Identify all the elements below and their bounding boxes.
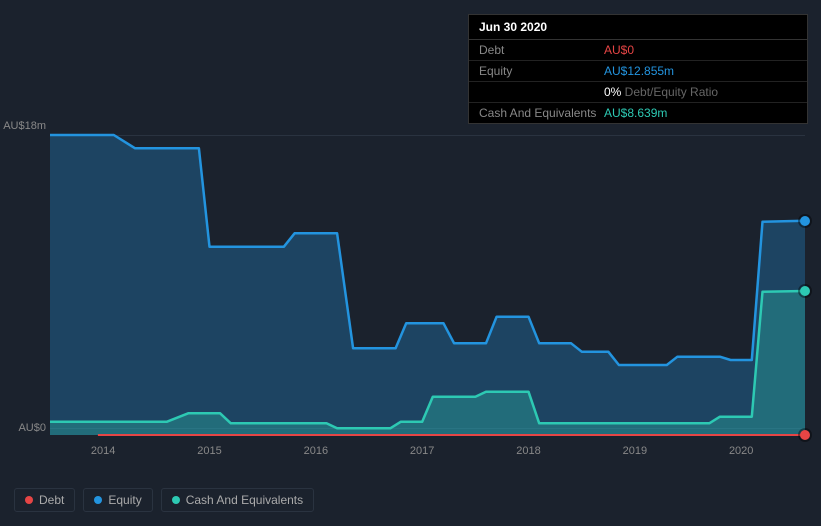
debt-dot-icon [25, 496, 33, 504]
y-tick-min: AU$0 [0, 422, 46, 434]
tooltip-row-value: AU$0 [604, 43, 634, 57]
x-tick: 2019 [615, 445, 655, 457]
equity-area [50, 135, 805, 435]
tooltip-row: 0% Debt/Equity Ratio [469, 82, 807, 103]
chart-tooltip: Jun 30 2020 DebtAU$0EquityAU$12.855m0% D… [468, 14, 808, 124]
cash-end-marker [800, 286, 810, 296]
tooltip-row-label: Debt [479, 43, 604, 57]
x-tick: 2016 [296, 445, 336, 457]
debt-end-marker [800, 430, 810, 440]
chart-legend: Debt Equity Cash And Equivalents [14, 488, 314, 512]
chart-svg [50, 135, 805, 435]
tooltip-row-value: 0% Debt/Equity Ratio [604, 85, 718, 99]
tooltip-row: EquityAU$12.855m [469, 61, 807, 82]
x-tick: 2017 [402, 445, 442, 457]
tooltip-row-value: AU$8.639m [604, 106, 667, 120]
equity-dot-icon [94, 496, 102, 504]
equity-end-marker [800, 216, 810, 226]
tooltip-date: Jun 30 2020 [469, 15, 807, 40]
legend-item-cash[interactable]: Cash And Equivalents [161, 488, 314, 512]
tooltip-row-label: Cash And Equivalents [479, 106, 604, 120]
chart-plot [50, 135, 805, 435]
cash-dot-icon [172, 496, 180, 504]
legend-label: Debt [39, 493, 64, 507]
tooltip-row-label [479, 85, 604, 99]
x-tick: 2018 [509, 445, 549, 457]
legend-item-debt[interactable]: Debt [14, 488, 75, 512]
legend-item-equity[interactable]: Equity [83, 488, 152, 512]
y-tick-max: AU$18m [0, 120, 46, 132]
legend-label: Cash And Equivalents [186, 493, 303, 507]
tooltip-row: DebtAU$0 [469, 40, 807, 61]
tooltip-row-value: AU$12.855m [604, 64, 674, 78]
x-tick: 2014 [83, 445, 123, 457]
tooltip-row: Cash And EquivalentsAU$8.639m [469, 103, 807, 123]
tooltip-row-label: Equity [479, 64, 604, 78]
legend-label: Equity [108, 493, 141, 507]
x-tick: 2020 [721, 445, 761, 457]
x-tick: 2015 [190, 445, 230, 457]
